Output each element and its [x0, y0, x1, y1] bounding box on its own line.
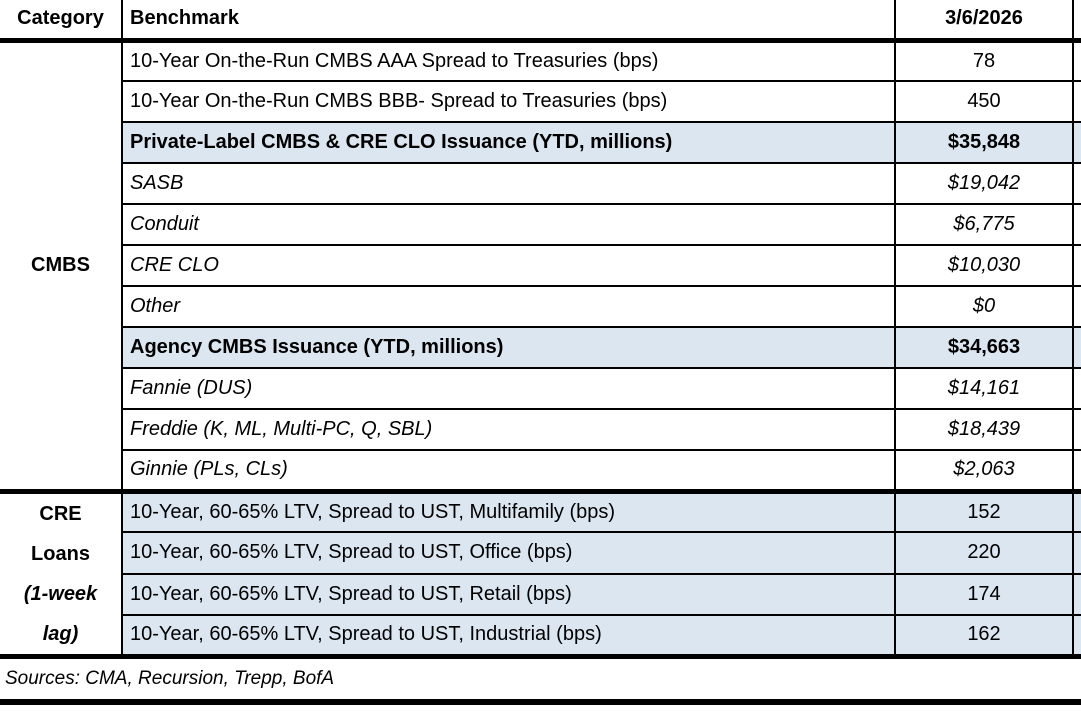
- table-row: 10-Year On-the-Run CMBS BBB- Spread to T…: [0, 80, 1081, 123]
- benchmark-cell: CRE CLO: [121, 244, 896, 287]
- extra-cell: [1072, 613, 1081, 659]
- value-cell: 162: [894, 613, 1074, 659]
- value-cell: 78: [894, 39, 1074, 82]
- table-row: Conduit $6,775: [0, 203, 1081, 246]
- value-cell: $18,439: [894, 408, 1074, 451]
- value-cell: 152: [894, 489, 1074, 534]
- extra-cell: [1072, 489, 1081, 534]
- header-row: Category Benchmark 3/6/2026: [0, 0, 1081, 43]
- benchmark-cell: 10-Year On-the-Run CMBS AAA Spread to Tr…: [121, 39, 896, 82]
- table-row: 10-Year, 60-65% LTV, Spread to UST, Reta…: [0, 572, 1081, 616]
- value-cell: $2,063: [894, 449, 1074, 494]
- benchmark-cell: 10-Year, 60-65% LTV, Spread to UST, Mult…: [121, 489, 896, 534]
- table-row: CRE Loans (1-week lag) 10-Year, 60-65% L…: [0, 489, 1081, 659]
- extra-cell: [1072, 285, 1081, 328]
- extra-cell: [1072, 408, 1081, 451]
- extra-cell: [1072, 162, 1081, 205]
- extra-cell: [1072, 449, 1081, 494]
- header-category: Category: [0, 0, 123, 43]
- benchmark-cell: Agency CMBS Issuance (YTD, millions): [121, 326, 896, 369]
- table-row: Agency CMBS Issuance (YTD, millions) $34…: [0, 326, 1081, 369]
- table-row: Fannie (DUS) $14,161: [0, 367, 1081, 410]
- table-row: CRE CLO $10,030: [0, 244, 1081, 287]
- value-cell: $14,161: [894, 367, 1074, 410]
- value-cell: 174: [894, 572, 1074, 616]
- benchmark-cell: Freddie (K, ML, Multi-PC, Q, SBL): [121, 408, 896, 451]
- value-cell: 220: [894, 531, 1074, 575]
- value-cell: $6,775: [894, 203, 1074, 246]
- table-row: 10-Year, 60-65% LTV, Spread to UST, Indu…: [0, 613, 1081, 659]
- benchmark-cell: Private-Label CMBS & CRE CLO Issuance (Y…: [121, 121, 896, 164]
- category-line: (1-week: [23, 582, 98, 605]
- sources-text: Sources: CMA, Recursion, Trepp, BofA: [0, 656, 1081, 705]
- benchmark-cell: SASB: [121, 162, 896, 205]
- table-row: CMBS 10-Year On-the-Run CMBS AAA Spread …: [0, 39, 1081, 494]
- header-date: 3/6/2026: [894, 0, 1074, 43]
- category-cell-cmbs: CMBS: [0, 40, 123, 494]
- benchmark-cell: Other: [121, 285, 896, 328]
- extra-cell: [1072, 121, 1081, 164]
- table-row: SASB $19,042: [0, 162, 1081, 205]
- category-line: CRE: [39, 502, 82, 525]
- value-cell: $10,030: [894, 244, 1074, 287]
- extra-cell: [1072, 80, 1081, 123]
- extra-cell: [1072, 367, 1081, 410]
- table-row: 10-Year, 60-65% LTV, Spread to UST, Offi…: [0, 531, 1081, 575]
- category-line: lag): [42, 622, 79, 645]
- benchmark-cell: Fannie (DUS): [121, 367, 896, 410]
- category-cell-cre-loans: CRE Loans (1-week lag): [0, 491, 123, 659]
- extra-cell: [1072, 326, 1081, 369]
- benchmark-cell: Ginnie (PLs, CLs): [121, 449, 896, 494]
- benchmark-cell: 10-Year, 60-65% LTV, Spread to UST, Reta…: [121, 572, 896, 616]
- sources-row: Sources: CMA, Recursion, Trepp, BofA: [0, 656, 1081, 705]
- extra-cell: [1072, 39, 1081, 82]
- extra-cell: [1072, 244, 1081, 287]
- value-cell: $34,663: [894, 326, 1074, 369]
- category-line: Loans: [31, 542, 90, 565]
- header-benchmark: Benchmark: [121, 0, 896, 43]
- value-cell: $35,848: [894, 121, 1074, 164]
- table-row: Private-Label CMBS & CRE CLO Issuance (Y…: [0, 121, 1081, 164]
- value-cell: $19,042: [894, 162, 1074, 205]
- benchmark-cell: 10-Year On-the-Run CMBS BBB- Spread to T…: [121, 80, 896, 123]
- value-cell: 450: [894, 80, 1074, 123]
- extra-cell: [1072, 531, 1081, 575]
- value-cell: $0: [894, 285, 1074, 328]
- table-row: Other $0: [0, 285, 1081, 328]
- header-extra-cell: [1072, 0, 1081, 43]
- extra-cell: [1072, 203, 1081, 246]
- benchmark-cell: 10-Year, 60-65% LTV, Spread to UST, Offi…: [121, 531, 896, 575]
- table-row: Ginnie (PLs, CLs) $2,063: [0, 449, 1081, 494]
- benchmark-cell: 10-Year, 60-65% LTV, Spread to UST, Indu…: [121, 613, 896, 659]
- benchmark-cell: Conduit: [121, 203, 896, 246]
- extra-cell: [1072, 572, 1081, 616]
- table-row: Freddie (K, ML, Multi-PC, Q, SBL) $18,43…: [0, 408, 1081, 451]
